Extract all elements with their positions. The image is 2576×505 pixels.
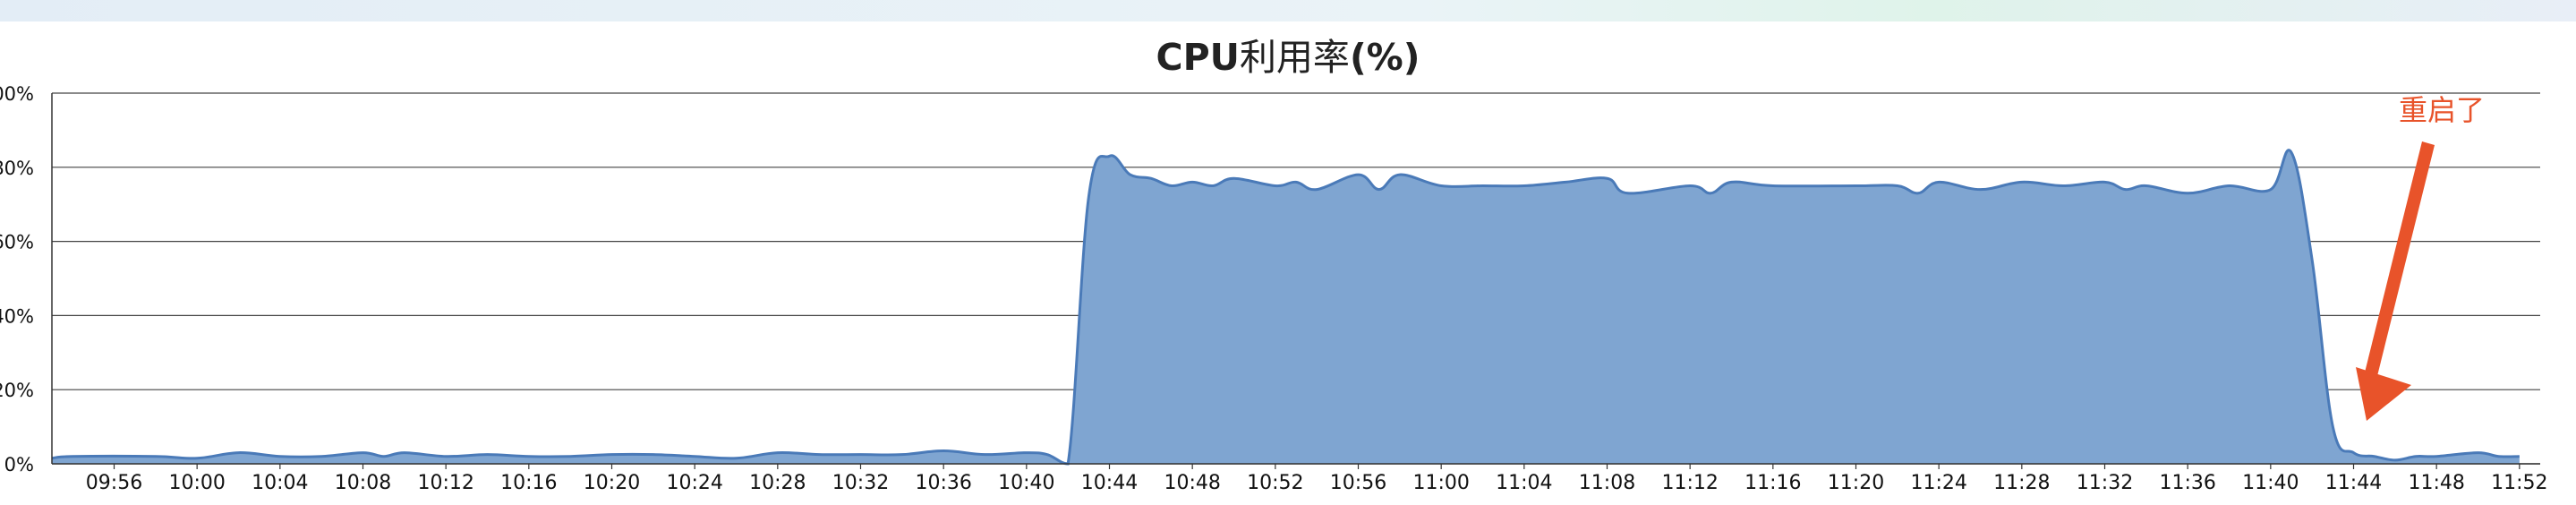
x-tick-label: 10:24: [666, 472, 722, 494]
y-axis-ticks: 0% 20% 40% 60% 80% 100%: [0, 83, 34, 475]
x-tick-label: 10:56: [1330, 472, 1386, 494]
x-tick-label: 11:08: [1579, 472, 1635, 494]
x-tick-label: 10:16: [500, 472, 557, 494]
chart-title: CPU利用率(%): [0, 27, 2576, 81]
area-line: [51, 149, 2520, 466]
y-tick-label: 40%: [0, 305, 34, 327]
restart-annotation: 重启了: [2356, 93, 2485, 421]
x-tick-label: 10:12: [417, 472, 473, 494]
x-axis-ticks: 09:56 10:00 10:04 10:08 10:12 10:16 10:20 10:24…: [86, 464, 2548, 494]
x-tick-label: 10:28: [749, 472, 806, 494]
x-tick-label: 10:48: [1164, 472, 1220, 494]
chart-title-mid: 利用率: [1239, 36, 1350, 79]
area-fill: [52, 150, 2520, 465]
top-banner: [0, 0, 2576, 21]
x-tick-label: 11:20: [1828, 472, 1884, 494]
x-tick-label: 11:28: [1993, 472, 2050, 494]
x-tick-label: 11:32: [2077, 472, 2133, 494]
y-tick-label: 100%: [0, 83, 34, 105]
x-tick-label: 11:00: [1412, 472, 1469, 494]
x-tick-label: 10:44: [1081, 472, 1138, 494]
x-tick-label: 11:52: [2491, 472, 2547, 494]
y-tick-label: 20%: [0, 380, 34, 401]
annotation-text: 重启了: [2399, 93, 2485, 127]
chart-title-suffix: (%): [1349, 36, 1420, 79]
x-tick-label: 10:36: [915, 472, 971, 494]
annotation-arrow-shaft: [2363, 141, 2435, 383]
x-tick-label: 11:48: [2408, 472, 2464, 494]
x-tick-label: 11:24: [1910, 472, 1966, 494]
x-tick-label: 11:36: [2159, 472, 2215, 494]
x-tick-label: 11:16: [1744, 472, 1801, 494]
x-tick-label: 10:08: [335, 472, 391, 494]
x-tick-label: 10:40: [998, 472, 1054, 494]
x-tick-label: 10:04: [252, 472, 308, 494]
x-tick-label: 10:20: [584, 472, 640, 494]
x-tick-label: 10:32: [832, 472, 889, 494]
y-tick-label: 0%: [4, 454, 34, 475]
x-tick-label: 10:52: [1247, 472, 1303, 494]
annotation-arrow-head: [2356, 367, 2411, 421]
axes: [51, 93, 2540, 465]
x-tick-label: 11:04: [1496, 472, 1552, 494]
y-tick-label: 60%: [0, 232, 34, 253]
y-tick-label: 80%: [0, 158, 34, 179]
x-tick-label: 11:40: [2242, 472, 2299, 494]
x-tick-label: 09:56: [86, 472, 142, 494]
x-tick-label: 10:00: [168, 472, 225, 494]
area-series: [51, 149, 2520, 466]
chart-title-prefix: CPU: [1156, 36, 1240, 79]
x-tick-label: 11:12: [1661, 472, 1718, 494]
x-tick-label: 11:44: [2325, 472, 2382, 494]
